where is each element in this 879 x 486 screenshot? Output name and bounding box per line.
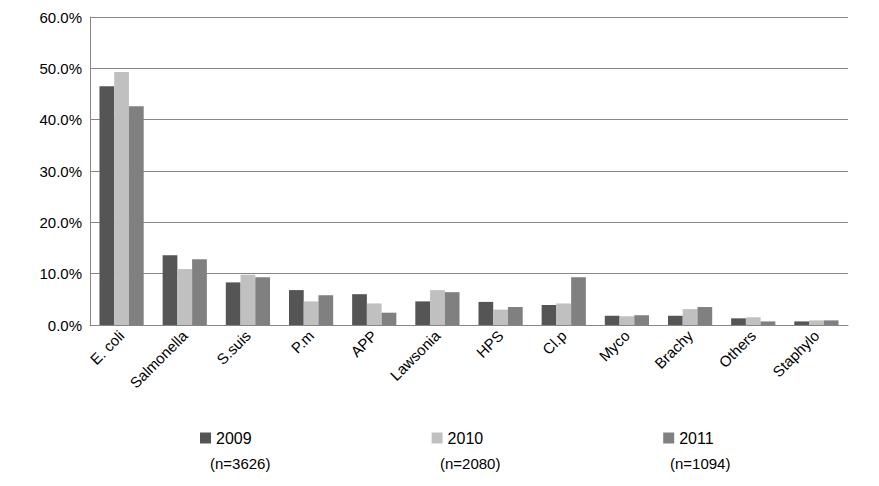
svg-text:50.0%: 50.0% (39, 60, 82, 77)
svg-text:10.0%: 10.0% (39, 265, 82, 282)
svg-text:2011: 2011 (679, 430, 714, 447)
svg-text:Myco: Myco (596, 327, 633, 364)
svg-text:0.0%: 0.0% (48, 317, 82, 334)
svg-text:Others: Others (715, 327, 759, 371)
svg-text:P.m: P.m (288, 327, 317, 356)
svg-text:Lawsonia: Lawsonia (387, 327, 444, 384)
svg-text:Staphylo: Staphylo (769, 327, 822, 380)
svg-text:Cl.p: Cl.p (539, 327, 570, 358)
svg-text:(n=3626): (n=3626) (210, 455, 270, 472)
svg-text:2010: 2010 (448, 430, 484, 447)
svg-text:Brachy: Brachy (651, 327, 696, 372)
svg-text:40.0%: 40.0% (39, 111, 82, 128)
svg-text:HPS: HPS (473, 327, 507, 361)
svg-text:APP: APP (347, 327, 380, 360)
svg-text:2009: 2009 (216, 430, 252, 447)
svg-text:(n=2080): (n=2080) (440, 455, 500, 472)
svg-text:20.0%: 20.0% (39, 214, 82, 231)
svg-text:60.0%: 60.0% (39, 9, 82, 26)
svg-text:S.suis: S.suis (213, 327, 254, 368)
svg-text:30.0%: 30.0% (39, 163, 82, 180)
svg-text:E. coli: E. coli (87, 327, 128, 368)
svg-text:(n=1094): (n=1094) (670, 455, 730, 472)
svg-text:Salmonella: Salmonella (126, 327, 191, 392)
